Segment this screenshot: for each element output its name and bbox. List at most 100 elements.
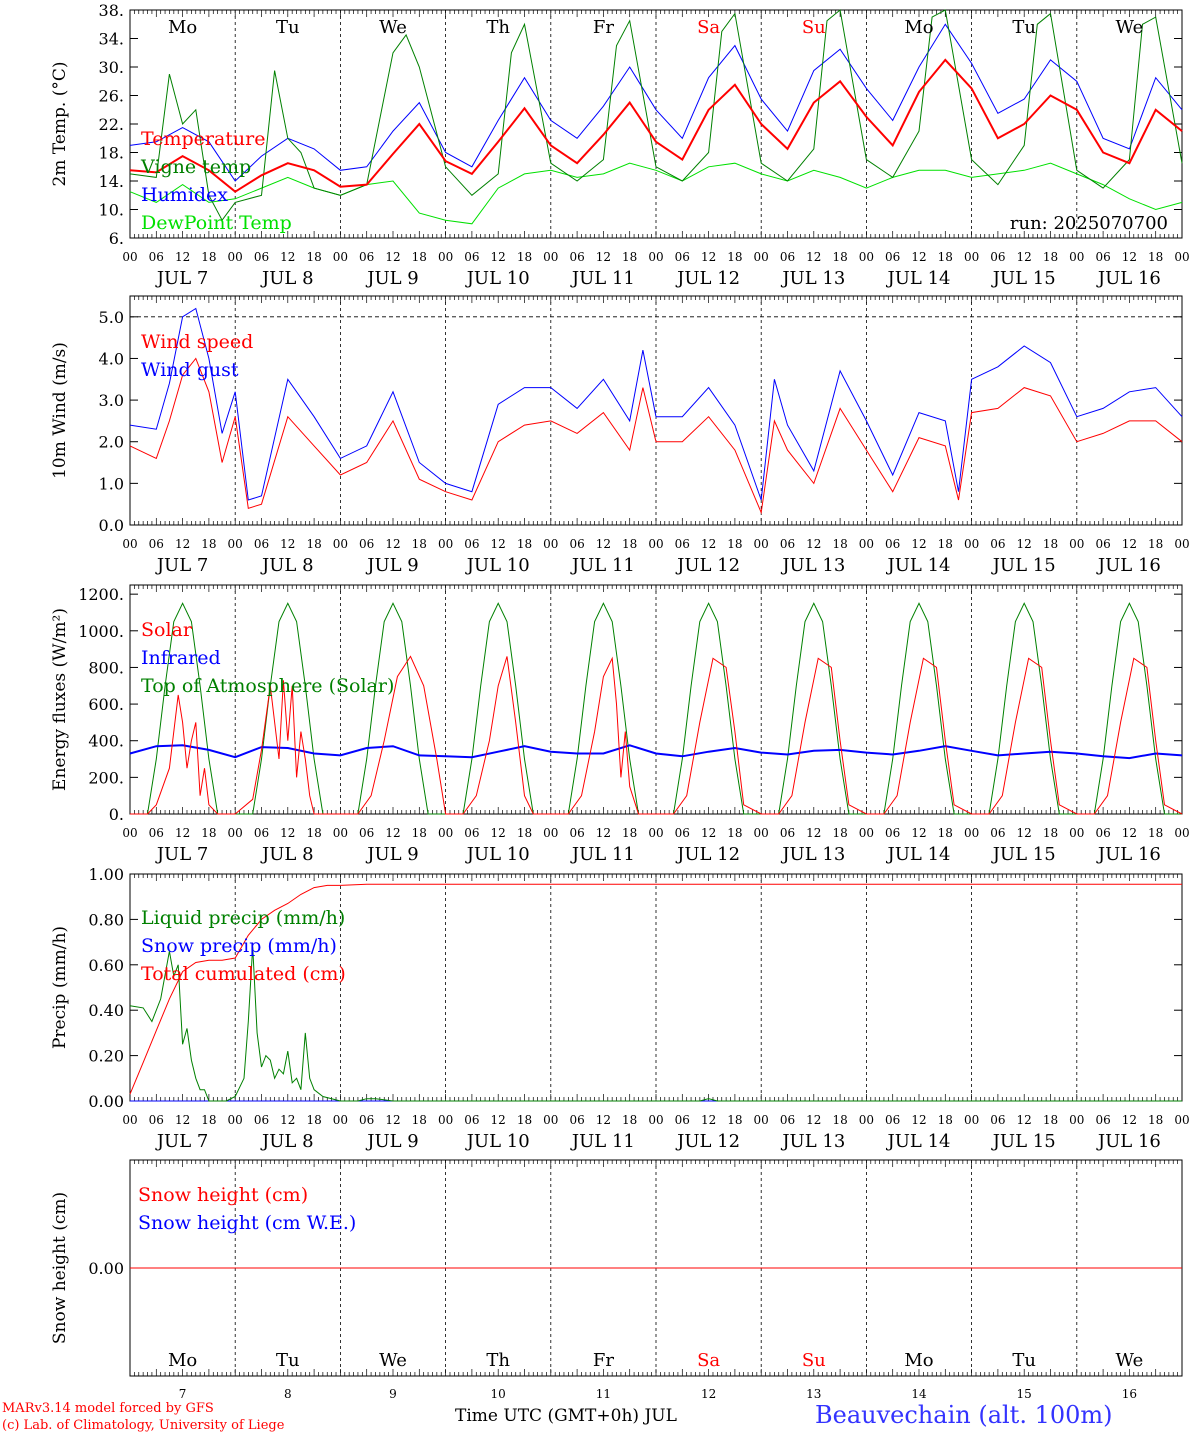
hour-tick-label: 12 — [385, 826, 400, 840]
hour-tick-label: 18 — [412, 1113, 427, 1127]
hour-tick-label: 06 — [149, 537, 164, 551]
day-number-label: 11 — [596, 1387, 611, 1401]
legend-entry: Temperature — [141, 128, 265, 150]
y-tick-label: 0.20 — [88, 1047, 124, 1066]
hour-tick-label: 18 — [517, 250, 532, 264]
hour-tick-label: 06 — [569, 1113, 584, 1127]
date-label: JUL 9 — [365, 844, 419, 865]
hour-tick-label: 12 — [701, 537, 716, 551]
hour-tick-label: 00 — [648, 537, 663, 551]
hour-tick-label: 18 — [517, 1113, 532, 1127]
hour-tick-label: 06 — [1095, 826, 1110, 840]
hour-tick-label: 00 — [1069, 250, 1084, 264]
hour-tick-label: 18 — [412, 250, 427, 264]
hour-tick-label: 18 — [517, 537, 532, 551]
series-line — [129, 9, 1183, 222]
hour-tick-label: 00 — [964, 1113, 979, 1127]
hour-tick-label: 12 — [596, 250, 611, 264]
hour-tick-label: 18 — [1043, 1113, 1058, 1127]
hour-tick-label: 18 — [832, 1113, 847, 1127]
hour-tick-label: 06 — [149, 826, 164, 840]
hour-tick-label: 00 — [228, 537, 243, 551]
hour-tick-label: 00 — [543, 826, 558, 840]
date-label: JUL 9 — [365, 555, 419, 576]
day-number-label: 9 — [389, 1387, 397, 1401]
date-label: JUL 8 — [260, 268, 314, 289]
hour-tick-label: 18 — [201, 826, 216, 840]
x-tick-labels: 00 06 12 18 00 06 12 18 00 06 12 18 00 06 12 18 00 06 12 18… — [122, 1113, 1189, 1152]
hour-tick-label: 12 — [701, 1113, 716, 1127]
weekday-label: Tu — [276, 1350, 300, 1371]
legend-entry: Snow precip (mm/h) — [141, 935, 337, 957]
hour-tick-label: 18 — [306, 537, 321, 551]
hour-tick-label: 12 — [491, 537, 506, 551]
hour-tick-label: 06 — [675, 250, 690, 264]
y-tick-label: 0.0 — [99, 516, 124, 535]
y-tick-label: 6. — [109, 229, 124, 248]
date-label: JUL 9 — [365, 268, 419, 289]
hour-ticks — [129, 10, 1183, 238]
hour-tick-label: 12 — [491, 826, 506, 840]
hour-tick-label: 18 — [622, 826, 637, 840]
legend-entry: Liquid precip (mm/h) — [141, 907, 345, 929]
xaxis-label: Time UTC (GMT+0h) JUL — [455, 1406, 677, 1426]
series-lines — [129, 9, 1183, 225]
model-credit: MARv3.14 model forced by GFS (c) Lab. of… — [2, 1400, 284, 1434]
date-label: JUL 14 — [886, 844, 951, 865]
hour-tick-label: 18 — [1148, 250, 1163, 264]
legend-entry: Wind gust — [141, 359, 239, 381]
panel-4: 0.00 0.20 0.40 0.60 0.80 1.00 Precip (mm/h) Liq… — [50, 865, 1190, 1152]
hour-tick-label: 06 — [990, 826, 1005, 840]
legend-entry: Humidex — [141, 184, 228, 206]
hour-tick-label: 06 — [990, 250, 1005, 264]
hour-tick-label: 06 — [990, 1113, 1005, 1127]
hour-tick-label: 12 — [1122, 826, 1137, 840]
y-tick-label: 200. — [88, 768, 124, 787]
hour-tick-label: 00 — [122, 250, 137, 264]
hour-tick-label: 12 — [911, 1113, 926, 1127]
hour-tick-label: 06 — [1095, 537, 1110, 551]
hour-tick-label: 00 — [543, 537, 558, 551]
date-label: JUL 9 — [365, 1131, 419, 1152]
series-line — [129, 307, 1183, 501]
hour-tick-label: 06 — [885, 1113, 900, 1127]
y-tick-label: 0.00 — [88, 1259, 124, 1278]
hour-tick-label: 00 — [333, 537, 348, 551]
hour-tick-label: 12 — [911, 826, 926, 840]
hour-tick-label: 12 — [280, 537, 295, 551]
y-tick-label: 1.00 — [88, 865, 124, 884]
hour-tick-label: 18 — [727, 537, 742, 551]
hour-tick-label: 00 — [754, 250, 769, 264]
hour-tick-label: 12 — [596, 826, 611, 840]
legend-entry: Solar — [141, 619, 193, 641]
date-label: JUL 15 — [991, 268, 1056, 289]
date-label: JUL 15 — [991, 844, 1056, 865]
y-tick-label: 30. — [99, 58, 124, 77]
weekday-label: Mo — [168, 1350, 197, 1371]
weekday-label: Fr — [593, 17, 614, 38]
hour-tick-label: 12 — [491, 250, 506, 264]
hour-tick-label: 12 — [280, 1113, 295, 1127]
date-label: JUL 12 — [675, 844, 740, 865]
y-axis-label: Energy fluxes (W/m²) — [50, 608, 70, 791]
hour-tick-label: 12 — [1017, 826, 1032, 840]
hour-tick-label: 06 — [149, 1113, 164, 1127]
hour-tick-label: 18 — [1043, 537, 1058, 551]
date-label: JUL 10 — [465, 555, 530, 576]
hour-tick-label: 06 — [464, 537, 479, 551]
hour-tick-label: 12 — [385, 250, 400, 264]
hour-tick-label: 00 — [1174, 250, 1189, 264]
hour-tick-label: 00 — [648, 1113, 663, 1127]
hour-tick-label: 18 — [1148, 826, 1163, 840]
hour-tick-label: 00 — [122, 537, 137, 551]
y-tick-label: 800. — [88, 658, 124, 677]
hour-tick-label: 18 — [622, 1113, 637, 1127]
hour-tick-label: 06 — [780, 826, 795, 840]
y-tick-label: 1200. — [78, 585, 124, 604]
hour-tick-label: 12 — [701, 826, 716, 840]
date-label: JUL 11 — [570, 844, 635, 865]
panel-1: 6. 10. 14. 18. 22. 26. 30. 34. 38. 2m Temp. (°C) T… — [50, 1, 1190, 289]
weekday-label: We — [379, 17, 407, 38]
date-label: JUL 12 — [675, 1131, 740, 1152]
hour-tick-label: 00 — [964, 250, 979, 264]
